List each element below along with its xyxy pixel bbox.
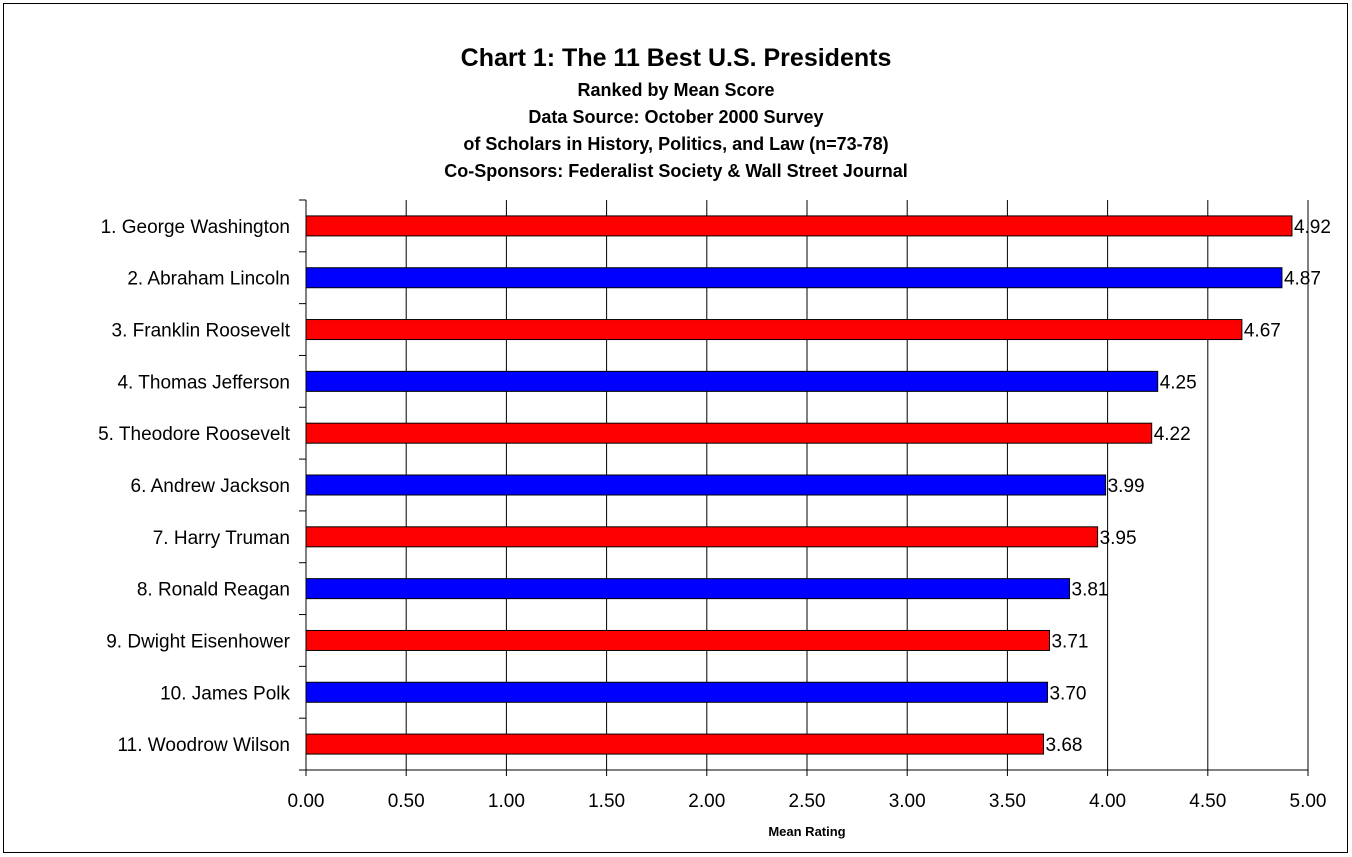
bar (306, 682, 1047, 702)
category-label: 10. James Polk (160, 683, 290, 704)
x-tick-label: 5.00 (1290, 791, 1327, 812)
category-label: 5. Theodore Roosevelt (98, 424, 291, 445)
value-label: 3.68 (1045, 735, 1082, 756)
category-label: 6. Andrew Jackson (131, 476, 290, 497)
bar (306, 630, 1049, 650)
x-tick-label: 1.50 (588, 791, 625, 812)
value-label: 4.25 (1160, 372, 1197, 393)
value-label: 3.70 (1049, 683, 1086, 704)
x-tick-label: 0.50 (388, 791, 425, 812)
x-tick-label: 4.00 (1089, 791, 1126, 812)
bar (306, 320, 1242, 340)
bar (306, 268, 1282, 288)
bar (306, 216, 1292, 236)
value-label: 4.92 (1294, 217, 1331, 238)
value-label: 3.81 (1072, 580, 1109, 601)
x-tick-label: 1.00 (488, 791, 525, 812)
category-label: 9. Dwight Eisenhower (106, 631, 290, 652)
value-label: 3.99 (1108, 476, 1145, 497)
value-label: 3.71 (1051, 631, 1088, 652)
bar (306, 527, 1098, 547)
value-label: 4.67 (1244, 321, 1281, 342)
bar (306, 423, 1152, 443)
category-label: 7. Harry Truman (153, 528, 290, 549)
value-label: 3.95 (1100, 528, 1137, 549)
category-label: 1. George Washington (101, 217, 290, 238)
x-tick-label: 4.50 (1189, 791, 1226, 812)
x-tick-label: 0.00 (288, 791, 325, 812)
x-tick-label: 2.00 (688, 791, 725, 812)
category-label: 11. Woodrow Wilson (118, 735, 290, 756)
value-label: 4.22 (1154, 424, 1191, 445)
category-label: 2. Abraham Lincoln (127, 269, 290, 290)
category-label: 8. Ronald Reagan (137, 580, 290, 601)
bar (306, 579, 1070, 599)
category-label: 4. Thomas Jefferson (117, 372, 290, 393)
category-label: 3. Franklin Roosevelt (112, 321, 291, 342)
x-tick-label: 2.50 (789, 791, 826, 812)
x-tick-label: 3.50 (989, 791, 1026, 812)
x-tick-label: 3.00 (889, 791, 926, 812)
bar (306, 734, 1043, 754)
bar (306, 371, 1158, 391)
bar (306, 475, 1106, 495)
x-axis-title: Mean Rating (768, 824, 845, 839)
value-label: 4.87 (1284, 269, 1321, 290)
